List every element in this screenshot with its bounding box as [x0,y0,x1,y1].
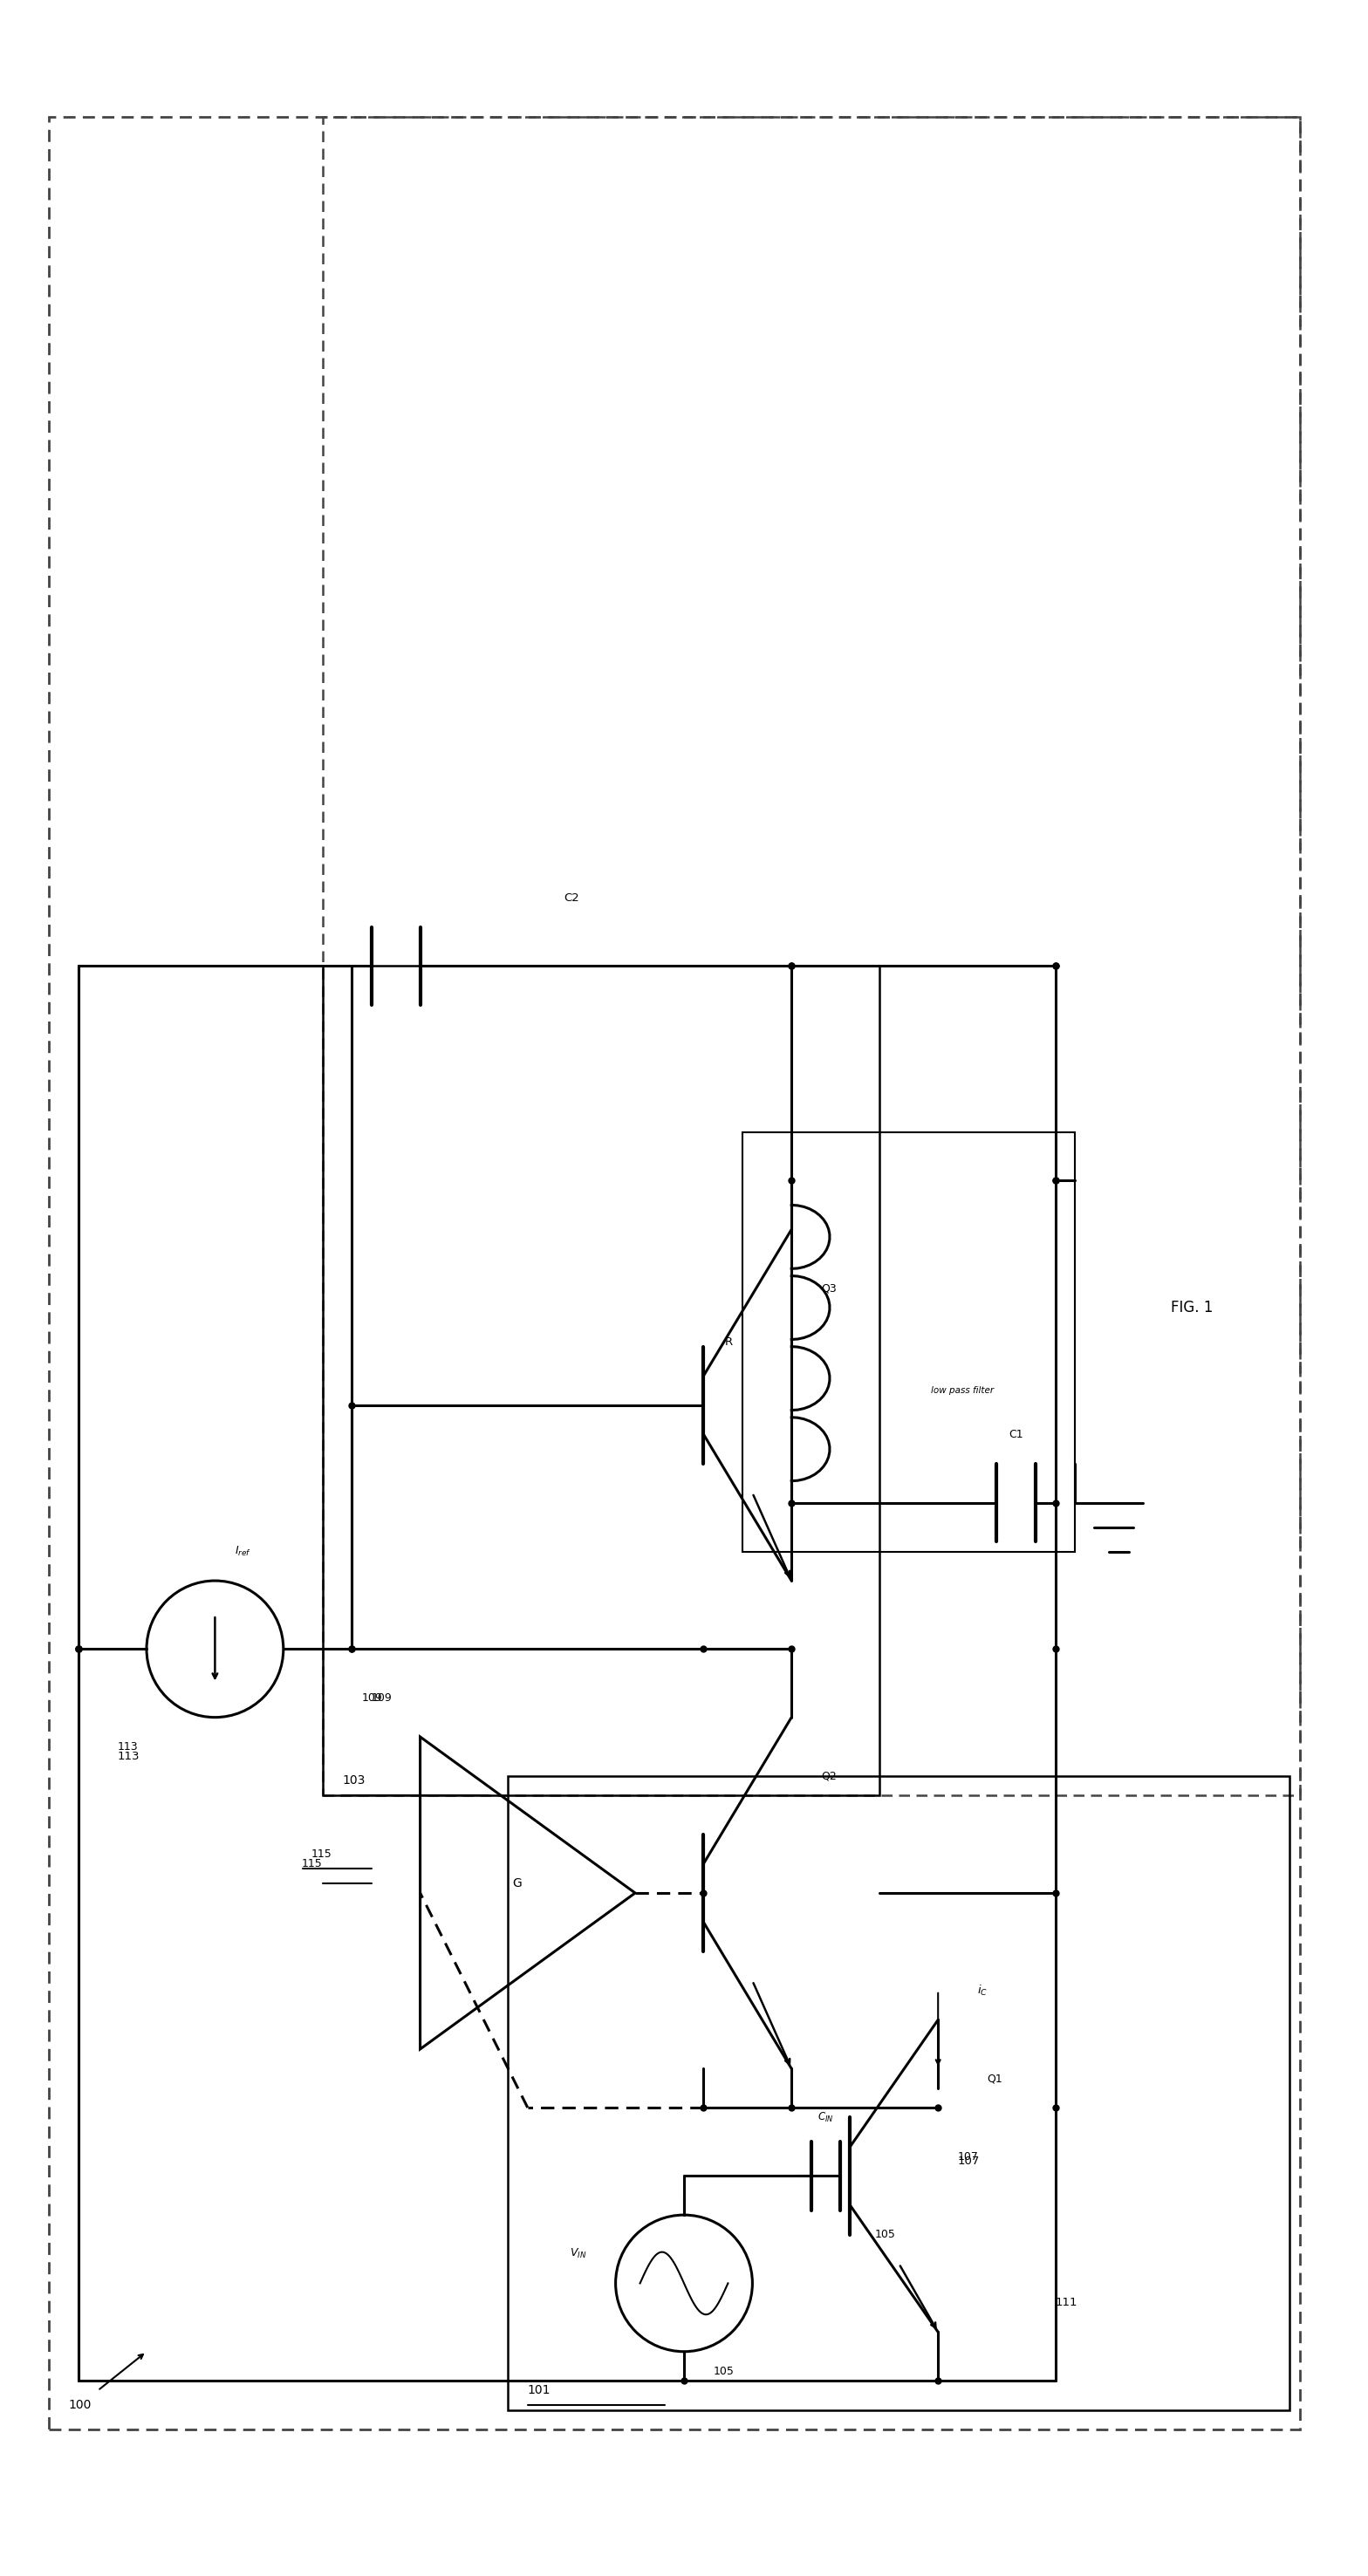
Text: 103: 103 [342,1775,365,1788]
Text: R: R [725,1337,733,1347]
Text: 109: 109 [361,1692,382,1703]
Text: $i_C$: $i_C$ [977,1984,988,1996]
Text: $C_{IN}$: $C_{IN}$ [818,2110,833,2125]
Text: 101: 101 [528,2385,551,2396]
Text: 115: 115 [302,1857,323,1870]
Text: Q1: Q1 [986,2074,1003,2084]
Text: Q3: Q3 [821,1283,836,1293]
Text: low pass filter: low pass filter [932,1386,995,1394]
Text: 111: 111 [1055,2298,1078,2308]
Text: C2: C2 [564,891,580,904]
Text: 105: 105 [874,2228,896,2241]
Text: 115: 115 [312,1847,332,1860]
Text: 105: 105 [713,2365,735,2378]
Text: $V_{IN}$: $V_{IN}$ [569,2246,587,2262]
Text: Q2: Q2 [821,1770,836,1783]
Text: 107: 107 [958,2151,978,2161]
Text: $I_{ref}$: $I_{ref}$ [234,1546,250,1558]
Text: 109: 109 [371,1692,393,1703]
Text: 113: 113 [118,1752,140,1762]
Text: G: G [512,1878,521,1888]
Text: C1: C1 [1010,1430,1023,1440]
Text: 100: 100 [68,2398,92,2411]
Text: FIG. 1: FIG. 1 [1171,1301,1213,1316]
Text: 113: 113 [118,1741,138,1752]
Text: 107: 107 [958,2156,979,2166]
